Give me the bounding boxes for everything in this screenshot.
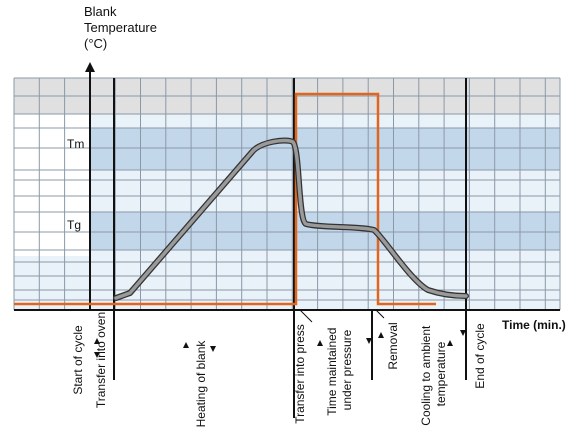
axes: [14, 62, 560, 418]
pressure-arrow-up-icon: [317, 340, 323, 346]
phase-time-under-pressure-line-1: Time maintained: [325, 328, 339, 416]
tg-band: [14, 212, 560, 250]
phase-cooling-line-2: temperature: [434, 341, 448, 406]
cooling-arrow-down-icon: [460, 330, 466, 336]
y-axis-title: Blank Temperature (°C): [84, 4, 161, 51]
heating-arrow-up-icon: [183, 342, 189, 348]
tg-label: Tg: [67, 218, 81, 232]
phase-removal: Removal: [386, 322, 400, 369]
press-signal-line: [14, 92, 436, 306]
phase-time-under-pressure-line-2: under pressure: [340, 329, 354, 410]
phase-cooling-to-ambient: Cooling to ambient temperature: [419, 322, 448, 425]
pressure-arrow-down-icon: [366, 338, 372, 344]
phase-time-under-pressure: Time maintained under pressure: [325, 324, 354, 416]
phase-transfer-into-oven: Transfer into oven: [94, 312, 108, 408]
grid-lines: [13, 77, 561, 310]
oven-arrow-up-icon: [94, 338, 100, 344]
phase-heating-of-blank: Heating of blank: [194, 340, 208, 428]
temperature-curve: [114, 138, 468, 300]
divider-press-diagonal: [299, 309, 313, 323]
y-axis-title-line-3: (°C): [84, 36, 107, 51]
phase-start-of-cycle: Start of cycle: [71, 325, 85, 395]
phase-transfer-into-press: Transfer into press: [293, 324, 307, 424]
removal-arrow-up-icon: [378, 332, 384, 338]
oven-arrow-down-icon: [94, 352, 100, 358]
tm-band: [14, 128, 560, 170]
y-axis-arrow-icon: [85, 62, 95, 72]
label-column: [14, 114, 90, 256]
heating-arrow-down-icon: [210, 346, 216, 352]
span-arrows: [94, 330, 466, 358]
y-axis-title-line-2: Temperature: [84, 20, 157, 35]
divider-removal-diagonal: [375, 309, 385, 319]
phase-cooling-line-1: Cooling to ambient: [419, 325, 433, 426]
cooling-arrow-up-icon: [447, 340, 453, 346]
tm-label: Tm: [67, 137, 84, 151]
x-axis-title: Time (min.): [502, 318, 566, 332]
y-axis-title-line-1: Blank: [84, 4, 117, 19]
phase-end-of-cycle: End of cycle: [473, 323, 487, 389]
